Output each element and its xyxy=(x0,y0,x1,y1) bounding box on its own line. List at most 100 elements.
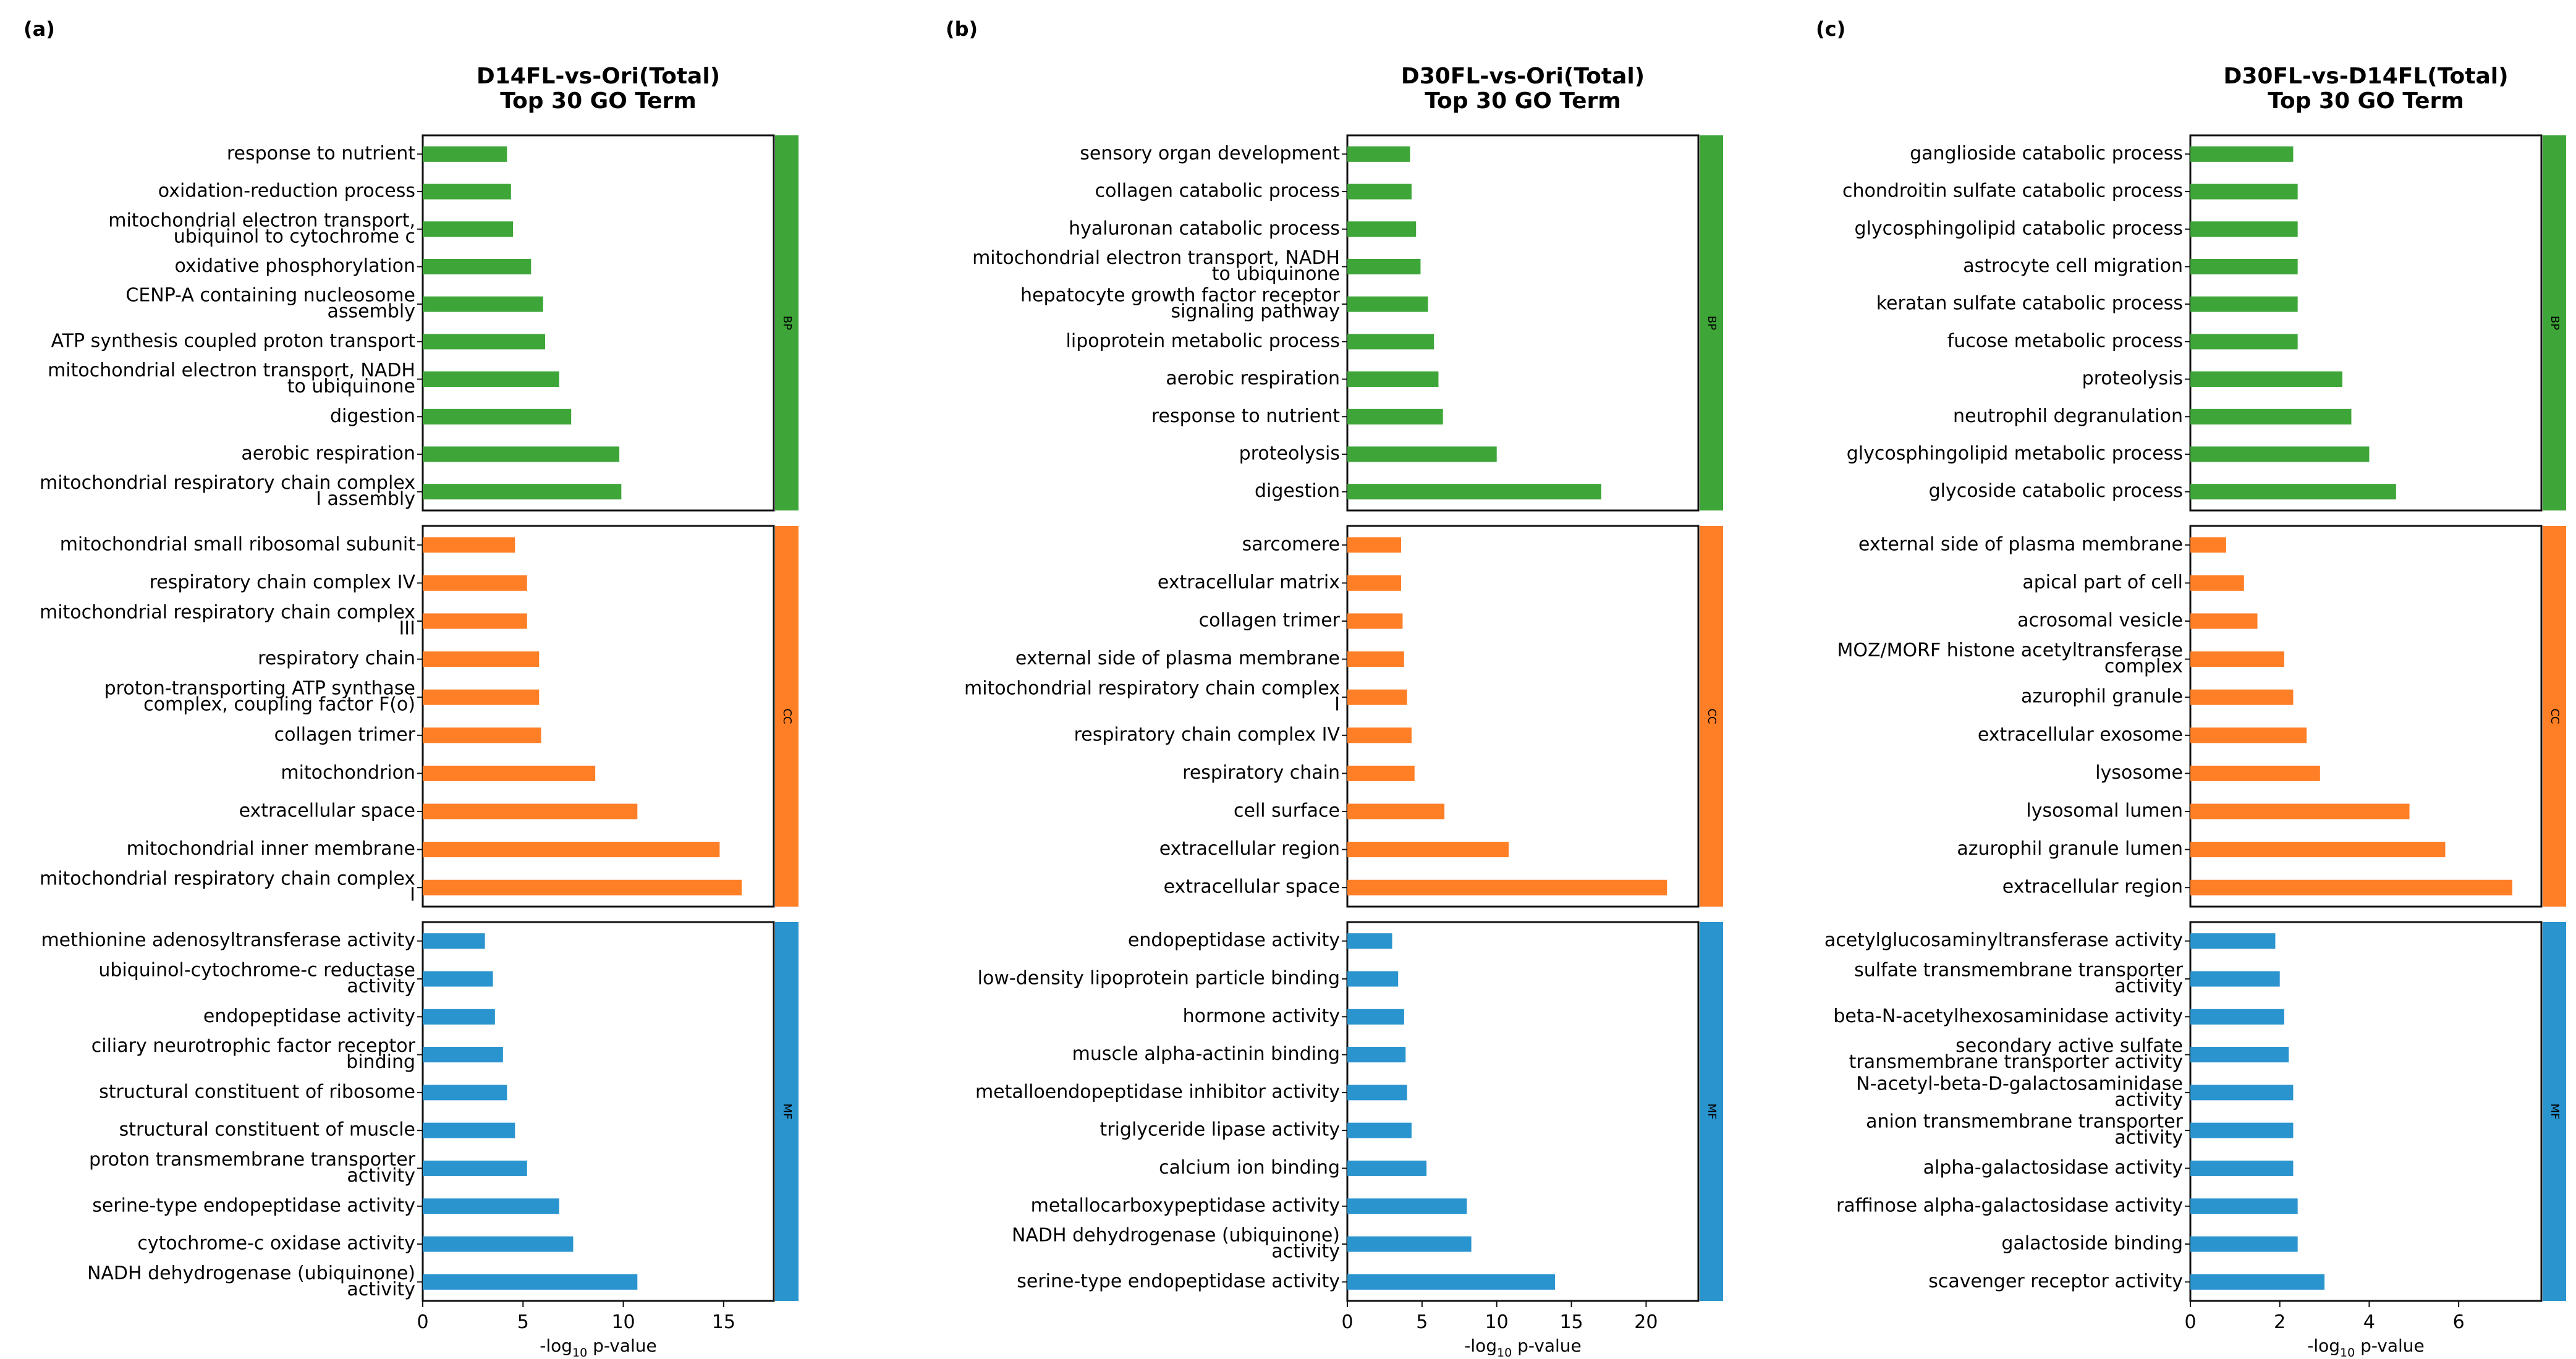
bar xyxy=(2190,334,2298,350)
x-axis-label-suffix: p-value xyxy=(1512,1336,1582,1356)
panel-b: (b) D30FL-vs-Ori(Total)Top 30 GO Term BP se… xyxy=(946,17,1723,1359)
bar xyxy=(1347,689,1407,705)
category-label: aerobic respiration xyxy=(1166,368,1340,389)
bar xyxy=(2190,879,2512,895)
category-label: apical part of cell xyxy=(2022,572,2183,593)
bar xyxy=(2190,1160,2294,1176)
bar xyxy=(423,803,638,819)
category-label: metallocarboxypeptidase activity xyxy=(1031,1195,1340,1216)
bar xyxy=(423,1047,503,1063)
plot-frame xyxy=(2189,525,2543,908)
category-label: proteolysis xyxy=(2082,368,2183,389)
x-axis-label: -log10 p-value xyxy=(2307,1336,2425,1359)
bar xyxy=(423,1122,515,1138)
x-axis-label-subscript: 10 xyxy=(1497,1346,1512,1359)
category-label: glycosphingolipid metabolic process xyxy=(1847,442,2183,464)
x-tick-label: 5 xyxy=(517,1311,529,1333)
category-label: aerobic respiration xyxy=(241,442,415,464)
bar xyxy=(2190,484,2396,500)
bar xyxy=(2190,258,2298,274)
bar xyxy=(2190,409,2352,425)
bar xyxy=(2190,184,2298,200)
category-label: lipoprotein metabolic process xyxy=(1066,330,1340,352)
group-cc: CC external side of plasma membrane apical… xyxy=(1837,525,2566,908)
category-label: chondroitin sulfate catabolic process xyxy=(1842,180,2183,202)
plot-frame xyxy=(1346,525,1700,908)
bar xyxy=(2190,537,2226,553)
x-axis-label: -log10 p-value xyxy=(540,1336,657,1359)
category-strip-label: BP xyxy=(781,316,794,330)
x-axis-label-prefix: -log xyxy=(2307,1336,2340,1356)
bar xyxy=(2190,1236,2298,1252)
bar xyxy=(423,334,545,350)
bar xyxy=(2190,689,2294,705)
category-label: mitochondrial respiratory chain complex xyxy=(40,868,415,890)
category-label: binding xyxy=(346,1051,415,1073)
bar xyxy=(1347,146,1410,162)
bar xyxy=(2190,651,2284,667)
category-label: activity xyxy=(347,1279,415,1300)
category-label: to ubiquinone xyxy=(1212,263,1340,285)
category-label: extracellular region xyxy=(2002,876,2183,898)
category-label: N-acetyl-beta-D-galactosaminidase xyxy=(1856,1073,2183,1094)
bar xyxy=(1347,1047,1406,1063)
panel-letter: (c) xyxy=(1816,17,1845,41)
category-label: acetylglucosaminyltransferase activity xyxy=(1824,929,2183,951)
bar xyxy=(2190,446,2370,462)
category-label: mitochondrion xyxy=(281,762,415,784)
bar xyxy=(1347,933,1392,949)
group-mf: MF endopeptidase activity low-density lipo… xyxy=(975,921,1723,1302)
category-label: complex, coupling factor F(o) xyxy=(143,694,415,716)
category-label: mitochondrial small ribosomal subunit xyxy=(60,533,416,555)
category-label: collagen trimer xyxy=(1199,610,1341,632)
group-mf: MF acetylglucosaminyltransferase activity… xyxy=(1824,921,2566,1302)
category-label: calcium ion binding xyxy=(1159,1157,1340,1179)
category-label: astrocyte cell migration xyxy=(1963,255,2183,277)
x-tick-label: 0 xyxy=(2184,1311,2196,1333)
bar xyxy=(423,146,507,162)
category-label: mitochondrial electron transport, NADH xyxy=(48,360,415,381)
category-label: structural constituent of muscle xyxy=(119,1119,415,1141)
category-label: I xyxy=(410,884,415,906)
plot-frame xyxy=(422,921,775,1302)
category-label: to ubiquinone xyxy=(287,376,415,397)
category-label: extracellular region xyxy=(1159,838,1340,860)
bar xyxy=(423,371,559,387)
category-label: NADH dehydrogenase (ubiquinone) xyxy=(87,1263,415,1284)
bar xyxy=(423,184,511,200)
category-label: anion transmembrane transporter xyxy=(1866,1111,2184,1133)
bar xyxy=(2190,371,2343,387)
panel-c: (c) D30FL-vs-D14FL(Total)Top 30 GO Term BP… xyxy=(1816,17,2566,1359)
category-strip-label: BP xyxy=(1705,316,1718,330)
bar xyxy=(423,1274,638,1290)
bar xyxy=(423,933,485,949)
category-label: galactoside binding xyxy=(2001,1233,2183,1255)
bar xyxy=(1347,1274,1555,1290)
x-tick-label: 0 xyxy=(417,1311,428,1333)
category-label: ciliary neurotrophic factor receptor xyxy=(91,1035,416,1057)
bar xyxy=(2190,971,2280,987)
category-label: hyaluronan catabolic process xyxy=(1069,218,1340,239)
bar xyxy=(2190,146,2294,162)
category-strip-label: CC xyxy=(2548,708,2561,724)
x-tick-label: 5 xyxy=(1416,1311,1428,1333)
bar xyxy=(423,842,720,858)
group-bp: BP response to nutrient oxidation-reductio… xyxy=(40,134,799,512)
bar xyxy=(1347,371,1439,387)
category-strip xyxy=(2543,526,2566,907)
chart-title: D30FL-vs-D14FL(Total) xyxy=(2223,64,2508,89)
x-axis-label-suffix: p-value xyxy=(587,1336,657,1356)
x-tick-label: 15 xyxy=(712,1311,735,1333)
bar xyxy=(423,1009,495,1025)
x-axis-label-subscript: 10 xyxy=(2340,1346,2355,1359)
category-label: oxidation-reduction process xyxy=(158,180,415,202)
x-tick-label: 0 xyxy=(1341,1311,1353,1333)
chart-subtitle: Top 30 GO Term xyxy=(500,88,697,114)
bar xyxy=(1347,879,1667,895)
bar xyxy=(423,727,541,743)
group-bp: BP ganglioside catabolic process chondroit… xyxy=(1842,134,2566,512)
category-label: glycosphingolipid catabolic process xyxy=(1855,218,2183,239)
bar xyxy=(1347,258,1421,274)
category-label: methionine adenosyltransferase activity xyxy=(41,929,415,951)
category-label: complex xyxy=(2104,656,2183,677)
